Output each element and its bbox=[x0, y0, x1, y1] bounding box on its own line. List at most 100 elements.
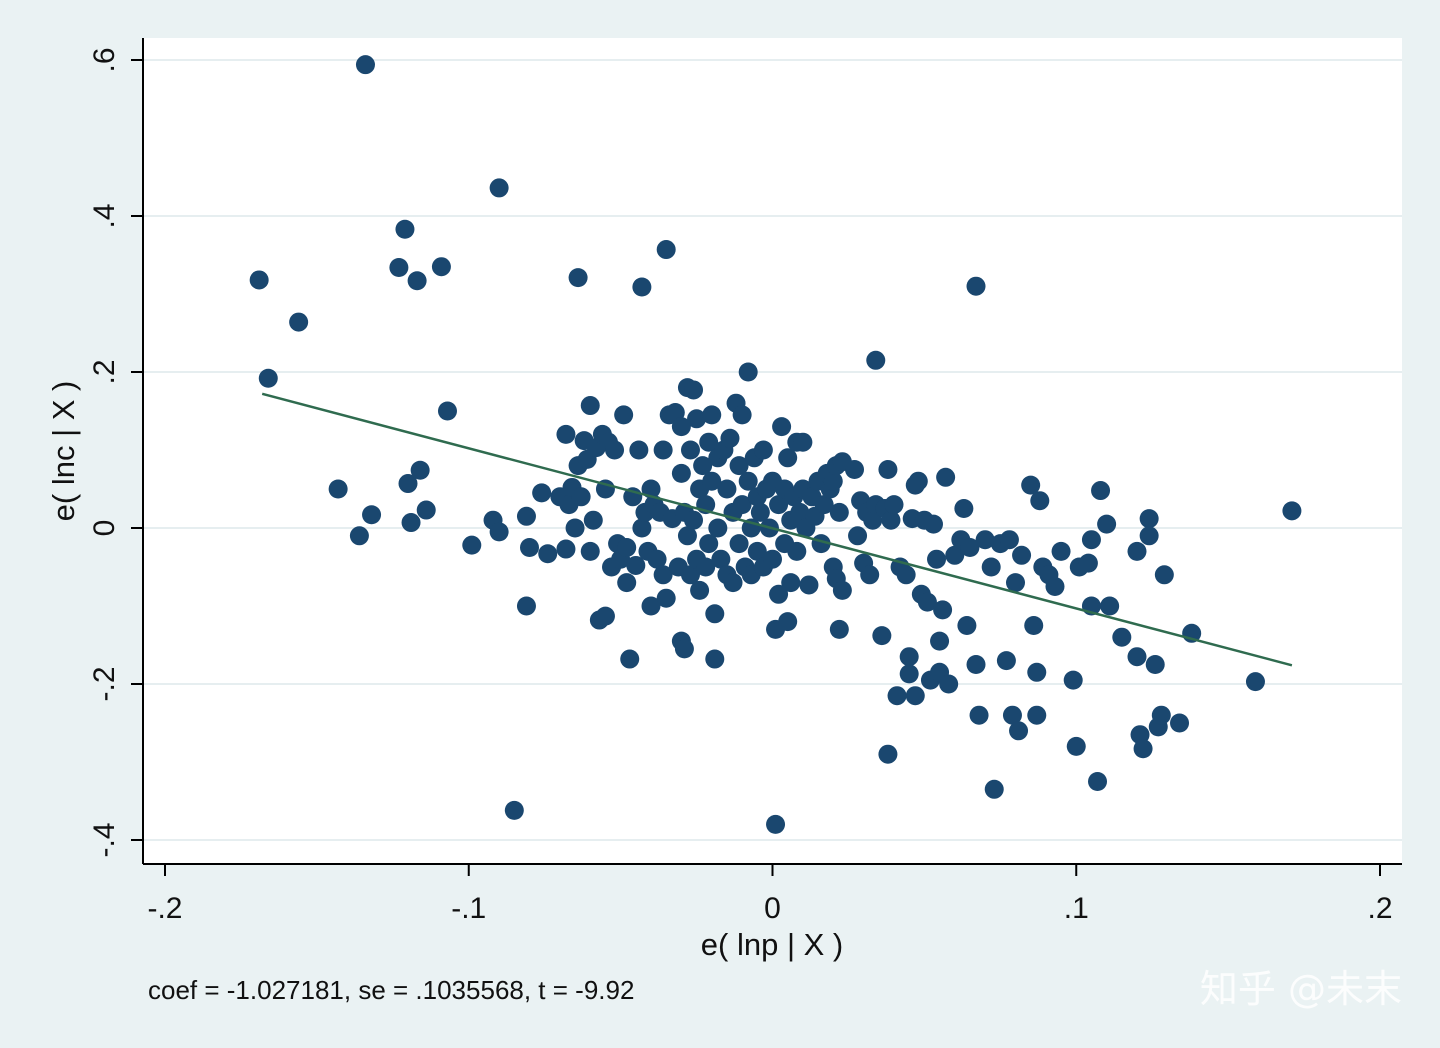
data-point-190 bbox=[923, 514, 943, 534]
data-point-223 bbox=[1063, 670, 1083, 690]
x-tick-label-2: 0 bbox=[764, 892, 781, 925]
data-point-8 bbox=[289, 312, 309, 332]
data-point-174 bbox=[878, 744, 898, 764]
data-point-231 bbox=[1097, 514, 1117, 534]
data-point-32 bbox=[556, 424, 576, 444]
data-point-222 bbox=[1051, 541, 1071, 561]
data-point-237 bbox=[1133, 739, 1153, 759]
data-point-162 bbox=[829, 619, 849, 639]
data-point-27 bbox=[516, 506, 536, 526]
data-point-235 bbox=[1127, 541, 1147, 561]
data-point-242 bbox=[1151, 705, 1171, 725]
data-point-96 bbox=[702, 405, 722, 425]
data-point-10 bbox=[632, 277, 652, 297]
data-point-51 bbox=[605, 440, 625, 460]
y-tick-label-4: .4 bbox=[88, 203, 121, 228]
data-point-67 bbox=[647, 549, 667, 569]
data-point-30 bbox=[538, 544, 558, 564]
data-point-95 bbox=[699, 534, 719, 554]
data-point-12 bbox=[866, 350, 886, 370]
data-point-152 bbox=[814, 495, 834, 515]
data-point-111 bbox=[729, 534, 749, 554]
x-axis-ticks: -.2 -.1 0 .1 .2 bbox=[147, 864, 1393, 925]
data-point-113 bbox=[732, 495, 752, 515]
data-point-246 bbox=[1245, 672, 1265, 692]
data-point-54 bbox=[614, 405, 634, 425]
y-tick-label-3: .2 bbox=[88, 359, 121, 384]
data-point-233 bbox=[1112, 627, 1132, 647]
data-point-16 bbox=[362, 505, 382, 525]
data-point-43 bbox=[583, 510, 603, 530]
data-point-82 bbox=[677, 526, 697, 546]
data-point-203 bbox=[969, 705, 989, 725]
data-point-98 bbox=[705, 604, 725, 624]
data-point-164 bbox=[848, 526, 868, 546]
data-point-208 bbox=[996, 651, 1016, 671]
x-tick-label-1: -.1 bbox=[451, 892, 486, 925]
data-point-181 bbox=[899, 664, 919, 684]
data-point-229 bbox=[1088, 772, 1108, 791]
data-point-194 bbox=[933, 600, 953, 620]
y-tick-label-5: .6 bbox=[88, 47, 121, 72]
y-tick-label-0: -.4 bbox=[88, 822, 121, 857]
data-point-163 bbox=[845, 460, 865, 479]
data-point-209 bbox=[999, 530, 1019, 550]
data-point-42 bbox=[580, 541, 600, 561]
data-point-128 bbox=[763, 549, 782, 569]
data-point-116 bbox=[738, 362, 758, 382]
data-point-4 bbox=[249, 270, 269, 290]
data-point-59 bbox=[626, 555, 646, 575]
data-point-60 bbox=[629, 440, 649, 460]
data-point-57 bbox=[620, 649, 640, 669]
fit-line bbox=[261, 392, 1293, 667]
data-point-238 bbox=[1139, 509, 1159, 529]
data-point-226 bbox=[1078, 553, 1098, 573]
data-point-191 bbox=[927, 549, 947, 569]
data-point-33 bbox=[556, 539, 576, 559]
data-point-230 bbox=[1091, 481, 1111, 501]
data-point-197 bbox=[945, 545, 965, 565]
data-point-26 bbox=[516, 596, 536, 616]
data-point-228 bbox=[1081, 530, 1101, 550]
data-point-200 bbox=[957, 616, 977, 635]
data-point-38 bbox=[571, 487, 591, 507]
data-point-106 bbox=[720, 428, 740, 448]
data-point-168 bbox=[860, 565, 880, 585]
data-point-61 bbox=[632, 518, 652, 538]
y-tick-label-1: -.2 bbox=[88, 666, 121, 701]
y-axis-title: e( lnc | X ) bbox=[46, 381, 81, 522]
data-point-199 bbox=[954, 499, 974, 518]
data-point-97 bbox=[702, 471, 722, 491]
data-point-136 bbox=[778, 448, 798, 468]
data-point-17 bbox=[349, 526, 369, 546]
data-point-1 bbox=[489, 178, 509, 198]
data-point-94 bbox=[699, 432, 719, 452]
data-point-173 bbox=[878, 460, 898, 479]
data-point-3 bbox=[656, 240, 676, 260]
data-point-56 bbox=[617, 573, 637, 593]
data-point-88 bbox=[687, 409, 707, 429]
data-point-0 bbox=[355, 55, 375, 75]
data-point-20 bbox=[401, 513, 421, 533]
data-point-91 bbox=[693, 456, 713, 476]
watermark: 知乎 @未末 bbox=[1200, 967, 1402, 1011]
data-point-104 bbox=[717, 479, 737, 499]
data-point-202 bbox=[966, 655, 986, 674]
data-point-210 bbox=[1002, 705, 1022, 725]
data-point-65 bbox=[641, 596, 661, 616]
data-point-5 bbox=[389, 257, 409, 277]
data-point-217 bbox=[1027, 705, 1047, 725]
data-point-204 bbox=[975, 530, 995, 550]
data-point-142 bbox=[787, 541, 807, 561]
data-point-9 bbox=[568, 268, 588, 288]
data-point-108 bbox=[723, 573, 743, 593]
data-point-137 bbox=[778, 612, 798, 632]
data-point-196 bbox=[939, 674, 959, 694]
data-point-247 bbox=[1282, 501, 1302, 521]
data-point-216 bbox=[1027, 662, 1047, 682]
data-point-193 bbox=[930, 631, 950, 651]
data-point-133 bbox=[772, 417, 792, 437]
data-point-83 bbox=[680, 440, 700, 460]
data-point-175 bbox=[881, 510, 901, 530]
data-point-90 bbox=[690, 580, 710, 600]
